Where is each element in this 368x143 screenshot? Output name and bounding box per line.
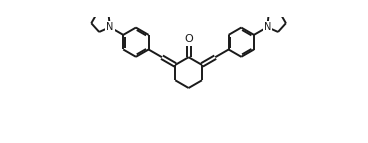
Text: O: O bbox=[184, 34, 193, 44]
Text: N: N bbox=[106, 22, 114, 32]
Text: N: N bbox=[263, 22, 271, 32]
